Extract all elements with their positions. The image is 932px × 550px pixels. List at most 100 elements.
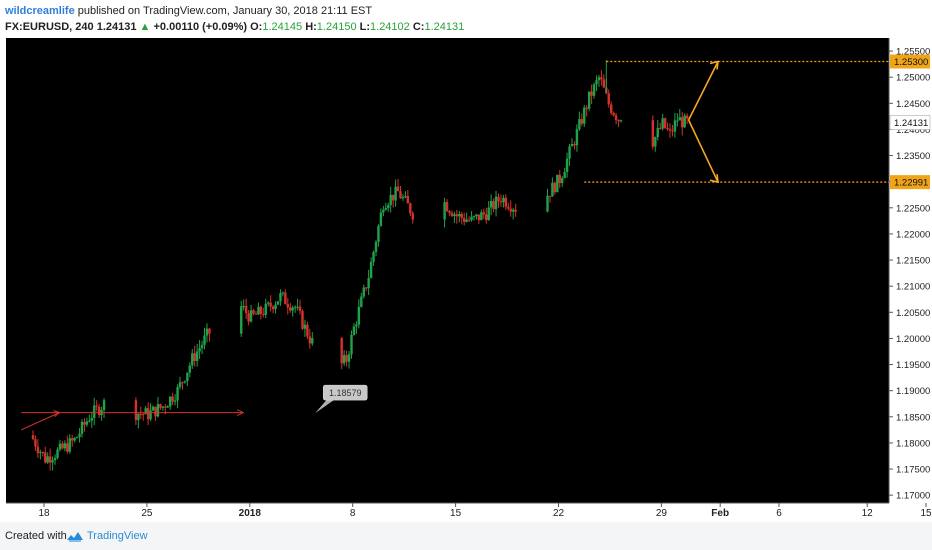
y-tick-label: 1.21000 [896,282,930,293]
candle-body [340,338,343,364]
candle-body [159,404,162,408]
candle-body [570,143,574,147]
candle-body [303,324,307,329]
candle-body [411,213,414,220]
candle-body [453,214,456,217]
candle-body [585,107,588,109]
low-label: L: [359,21,371,33]
candle-body [514,209,517,212]
high-value: 1.24150 [316,21,357,33]
candle-body [480,212,483,221]
callout-label: 1.18579 [329,388,362,398]
candle-body [583,107,586,124]
candle-body [154,406,157,417]
projection-up-line [687,61,719,121]
drawings-layer: 1.18579 [21,60,889,431]
candle-body [164,406,167,408]
y-tick-label: 1.17500 [896,465,930,476]
candle-body [78,433,81,438]
level-price-label: 1.22991 [894,178,928,189]
candle-body [271,306,275,310]
candle-body [193,353,196,361]
candle-body [80,421,84,434]
candle-body [267,302,270,304]
candle-body [301,310,304,329]
x-tick-label: 2018 [239,508,262,519]
candle-body [384,208,387,210]
symbol-label[interactable]: FX:EURUSD, 240 [5,21,94,33]
candle-body [291,307,294,311]
candle-body [578,119,581,130]
candle-body [293,307,297,309]
entry-arrow-line [21,412,60,431]
candle-body [673,120,677,132]
x-tick-label: 15 [450,508,462,519]
candle-body [477,214,481,221]
candle-body [289,307,292,311]
candle-body [350,334,353,355]
x-tick-label: Feb [711,508,729,519]
candle-body [399,191,402,199]
candle-body [379,212,383,226]
candle-body [137,413,140,421]
candle-body [372,251,375,262]
candle-body [396,186,400,192]
x-tick-label: 22 [553,508,565,519]
price-chart[interactable]: 1.18579 1.25500 1.25000 1.24500 1.24000 1.23… [0,38,932,522]
candle-body [485,214,488,221]
candle-body [401,197,405,199]
candle-body [365,287,368,289]
y-tick-label: 1.23500 [896,151,930,162]
candle-body [139,413,142,415]
candle-body [614,115,618,121]
candle-body [257,306,260,315]
y-tick-label: 1.19000 [896,386,930,397]
candle-body [58,443,62,450]
candle-body [149,410,152,420]
candle-body [617,120,620,122]
y-tick-label: 1.20500 [896,308,930,319]
candle-body [563,171,566,179]
candle-body [34,439,37,447]
candle-body [73,438,76,441]
tradingview-brand-link[interactable]: TradingView [87,530,148,542]
candle-body [195,351,199,361]
candle-body [144,408,147,415]
candle-body [88,420,91,422]
author-link[interactable]: wildcreamlife [5,5,75,17]
candle-body [404,196,407,198]
candle-body [85,421,89,425]
candle-body [360,296,363,307]
candle-body [651,120,655,147]
candle-body [191,353,194,366]
candle-body [573,143,576,146]
candle-body [254,313,258,315]
candle-body [475,214,478,217]
candle-body [394,186,397,201]
candle-body [561,178,564,184]
y-tick-label: 1.24000 [896,125,930,136]
candle-body [44,452,47,463]
candle-body [683,115,686,128]
candle-body [36,446,40,453]
open-label: O: [250,21,263,33]
candle-body [671,130,674,132]
candle-body [377,225,380,242]
candle-body [382,209,385,213]
y-tick-label: 1.25500 [896,47,930,58]
candle-body [556,174,559,193]
candle-body [666,127,669,130]
candle-body [595,80,598,85]
candle-body [46,456,49,463]
candle-body [369,261,373,278]
candle-body [83,421,86,425]
candle-body [607,93,610,105]
candle-body [48,456,52,463]
candle-body [492,200,495,210]
candle-body [156,404,160,417]
candle-body [244,306,248,314]
x-tick-label: 18 [38,508,50,519]
footer: Created with TradingView [0,522,932,550]
candles-layer [31,59,689,471]
candle-body [487,207,490,221]
